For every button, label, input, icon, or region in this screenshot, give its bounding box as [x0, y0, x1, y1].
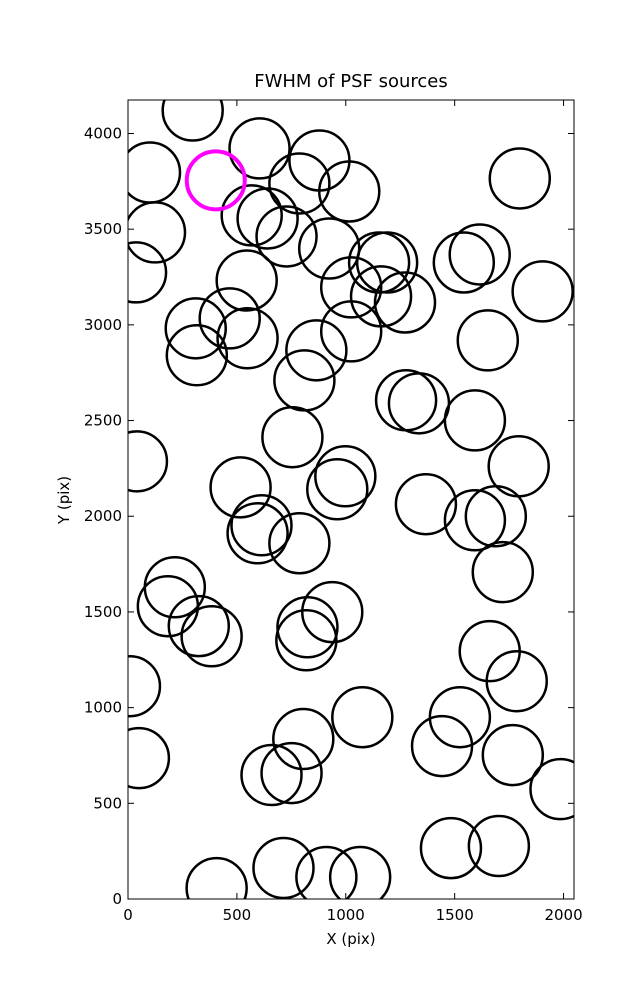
marker	[128, 430, 169, 493]
marker	[128, 241, 168, 304]
marker	[295, 845, 358, 899]
marker	[443, 489, 507, 552]
marker	[128, 654, 162, 718]
marker	[443, 389, 507, 452]
marker	[272, 707, 335, 771]
marker	[387, 372, 451, 435]
marker	[314, 444, 377, 508]
x-tick-label: 1000	[327, 906, 365, 924]
marker	[374, 369, 438, 432]
marker	[128, 141, 182, 204]
x-tick-label: 0	[123, 906, 133, 924]
y-tick-label: 2500	[84, 412, 122, 430]
marker	[230, 493, 293, 557]
marker	[355, 231, 419, 294]
marker	[164, 297, 227, 360]
marker	[464, 484, 528, 548]
marker	[394, 472, 458, 536]
marker	[128, 726, 171, 790]
marker	[198, 287, 261, 350]
marker	[285, 319, 348, 382]
x-tick-label: 500	[223, 906, 252, 924]
marker	[373, 271, 437, 334]
marker	[216, 307, 279, 370]
x-axis-label: X (pix)	[326, 930, 375, 948]
marker	[165, 324, 229, 387]
marker	[485, 649, 548, 713]
marker	[268, 152, 331, 215]
marker	[529, 757, 574, 821]
y-tick-label: 3000	[84, 316, 122, 334]
marker	[252, 836, 315, 899]
y-tick-label: 500	[93, 794, 122, 812]
x-tick-label: 2000	[544, 906, 582, 924]
y-tick-label: 4000	[84, 124, 122, 142]
marker	[481, 723, 545, 787]
marker	[432, 231, 496, 294]
y-tick-label: 0	[112, 890, 122, 908]
y-tick-label: 2000	[84, 507, 122, 525]
marker	[319, 300, 383, 363]
marker	[161, 100, 224, 142]
marker	[215, 249, 278, 312]
marker	[488, 147, 552, 210]
marker	[331, 685, 394, 749]
marker	[236, 187, 299, 250]
y-tick-label: 1500	[84, 603, 122, 621]
marker	[448, 223, 511, 286]
marker	[220, 184, 283, 247]
marker	[511, 260, 574, 323]
marker	[456, 309, 520, 372]
chart-title: FWHM of PSF sources	[254, 71, 448, 92]
marker	[276, 595, 339, 659]
marker	[428, 685, 492, 749]
marker	[328, 845, 392, 899]
marker	[273, 349, 336, 412]
marker	[419, 816, 483, 880]
marker	[128, 201, 187, 264]
marker	[319, 256, 383, 319]
plot-area	[128, 100, 574, 899]
marker	[228, 117, 291, 180]
marker	[261, 405, 324, 469]
marker	[209, 456, 272, 519]
highlight-marker	[184, 149, 247, 212]
y-tick-label: 3500	[84, 220, 122, 238]
marker	[268, 511, 331, 575]
marker	[185, 856, 248, 899]
marker	[136, 574, 200, 638]
marker	[255, 205, 318, 268]
plot-frame	[127, 99, 575, 900]
marker	[471, 540, 535, 604]
marker	[180, 604, 243, 668]
marker	[260, 741, 323, 805]
y-tick-label: 1000	[84, 699, 122, 717]
marker	[226, 502, 289, 565]
marker	[467, 814, 531, 878]
marker	[167, 594, 231, 658]
marker	[410, 714, 474, 778]
marker	[275, 609, 338, 672]
marker	[240, 743, 303, 807]
marker	[318, 160, 381, 223]
marker	[306, 458, 369, 521]
y-axis-label: Y (pix)	[55, 476, 73, 525]
x-tick-label: 1500	[436, 906, 474, 924]
